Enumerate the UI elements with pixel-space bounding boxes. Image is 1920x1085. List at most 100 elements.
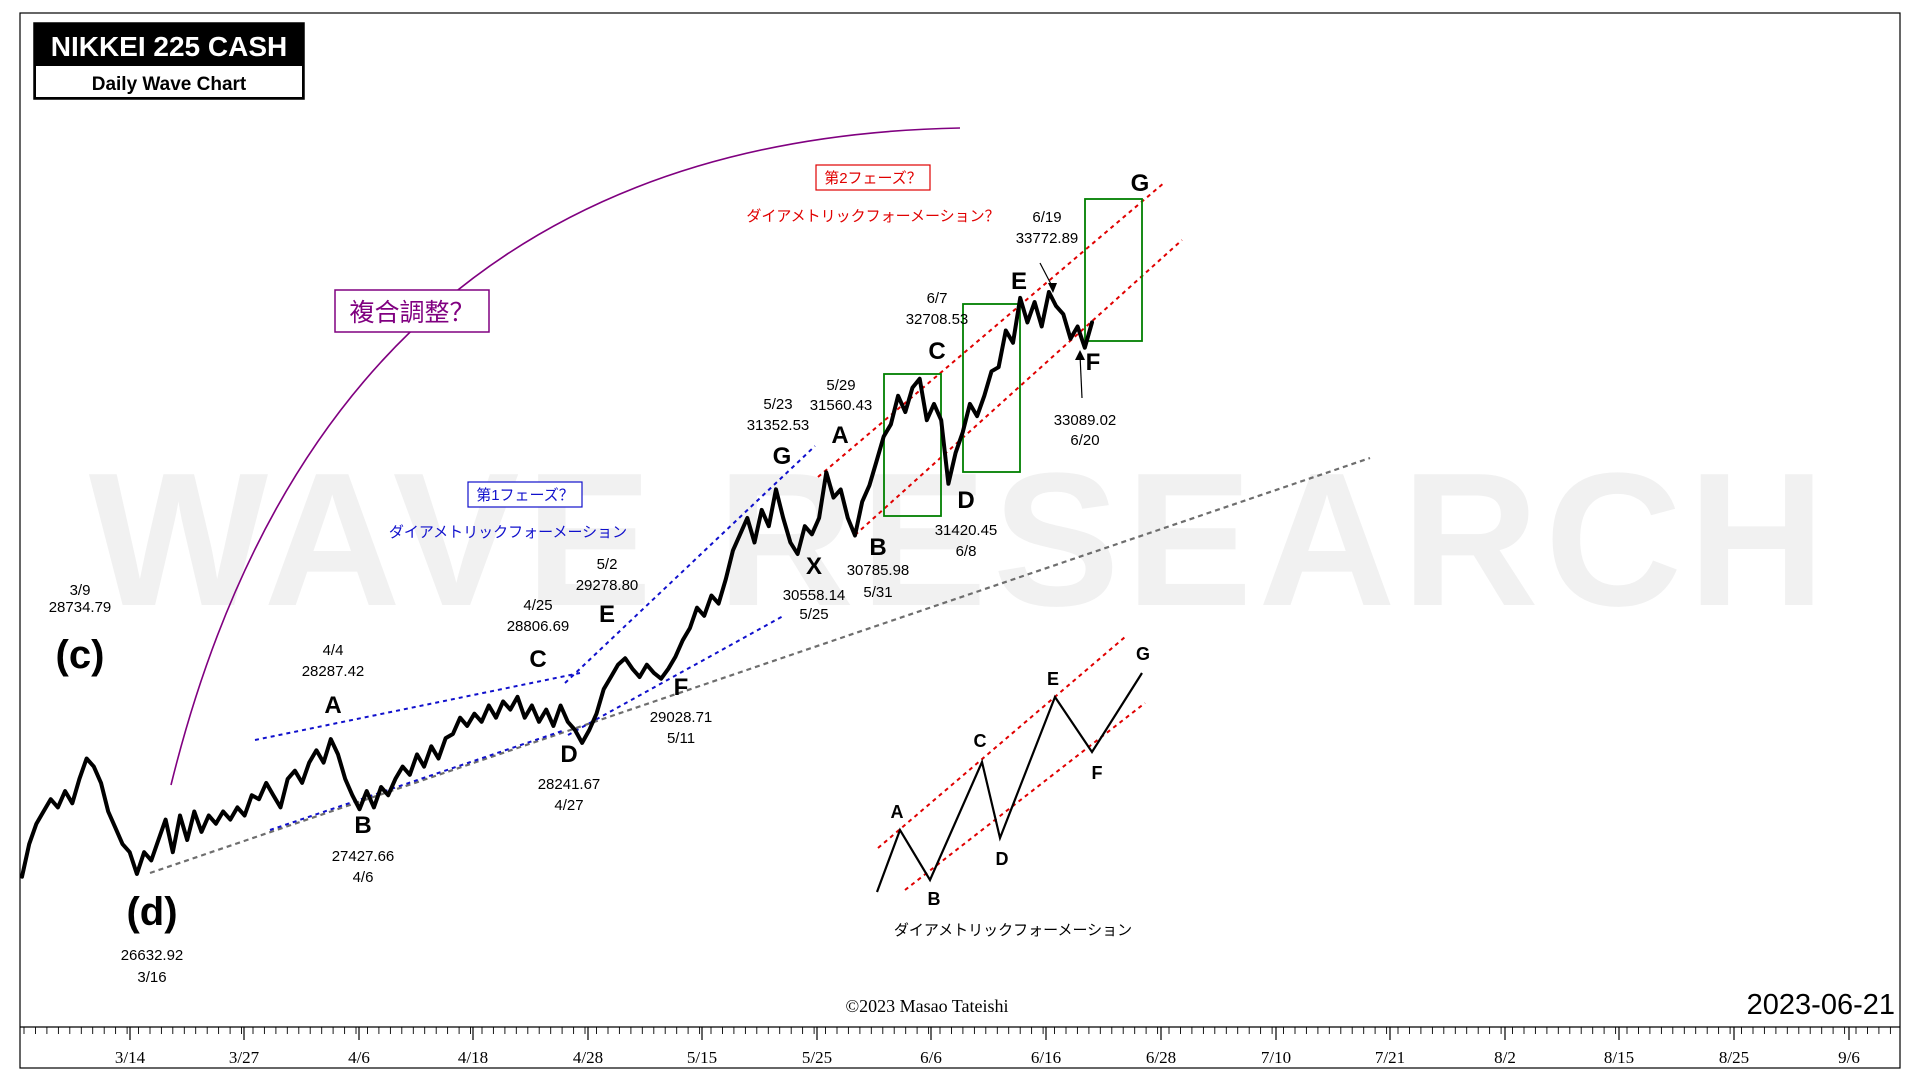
- x-tick-label: 4/28: [573, 1048, 603, 1067]
- phase1-wedge-upper: [564, 445, 816, 684]
- wave-point-info: 28241.67: [538, 776, 601, 793]
- wave-label: F: [674, 674, 689, 701]
- wave-point-info: 3/9: [70, 582, 91, 599]
- wave-point-info: 6/7: [927, 290, 948, 307]
- x-tick-label: 4/18: [458, 1048, 488, 1067]
- wave-label: C: [928, 338, 945, 365]
- watermark-text: WAVE RESEARCH: [89, 434, 1831, 646]
- wave-point-info: 31420.45: [935, 522, 998, 539]
- wave-point-info: 33772.89: [1016, 230, 1079, 247]
- x-tick-label: 5/25: [802, 1048, 832, 1067]
- inset-label-a: A: [891, 802, 904, 822]
- wave-point-info: 27427.66: [332, 848, 395, 865]
- phase1-box: [467, 481, 583, 508]
- wave-label: A: [324, 692, 341, 719]
- wave-label: C: [529, 646, 546, 673]
- long-term-support-line: [149, 456, 1371, 875]
- plot-border: [19, 12, 1901, 1069]
- wave-box-fg: [1084, 198, 1143, 342]
- x-tick-label: 6/28: [1146, 1048, 1176, 1067]
- date-stamp: 2023-06-21: [1747, 989, 1895, 1021]
- inset-label-b: B: [928, 889, 941, 909]
- wave-label: E: [1011, 268, 1027, 295]
- x-tick-label: 8/25: [1719, 1048, 1749, 1067]
- wave-point-info: 28806.69: [507, 618, 570, 635]
- x-tick-label: 9/6: [1838, 1048, 1860, 1067]
- wave-point-info: 31352.53: [747, 417, 810, 434]
- inset-diagram: A B C D E F G ダイアメトリックフォーメーション: [875, 636, 1150, 939]
- x-tick-label: 4/6: [348, 1048, 370, 1067]
- chart-subtitle: Daily Wave Chart: [92, 74, 247, 95]
- phase1-lower-line: [269, 729, 566, 831]
- inset-label-e: E: [1047, 669, 1059, 689]
- complex-correction-label: 複合調整？: [349, 299, 474, 327]
- x-tick-label: 5/15: [687, 1048, 717, 1067]
- wave-label: (c): [56, 633, 105, 677]
- wave-point-info: 29278.80: [576, 577, 639, 594]
- phase2-label: 第2フェーズ？: [824, 169, 922, 187]
- wave-point-info: 4/6: [353, 869, 374, 886]
- wave-point-info: 30558.14: [783, 587, 846, 604]
- phase1-label: 第1フェーズ？: [476, 486, 574, 504]
- x-tick-label: 3/27: [229, 1048, 260, 1067]
- phase2-sub-label: ダイアメトリックフォーメーション？: [746, 208, 999, 225]
- inset-caption: ダイアメトリックフォーメーション: [894, 922, 1132, 939]
- wave-label: (d): [126, 890, 177, 934]
- x-tick-label: 8/15: [1604, 1048, 1634, 1067]
- x-axis-minor-ticks: [23, 1027, 1891, 1034]
- inset-wave-line: [875, 672, 1143, 893]
- wave-point-info: 4/27: [554, 797, 583, 814]
- wave-label: E: [599, 601, 615, 628]
- x-tick-label: 7/21: [1375, 1048, 1405, 1067]
- wave-label: G: [773, 443, 792, 470]
- annotation-arrows: [1039, 262, 1085, 399]
- wave-label: D: [560, 741, 577, 768]
- wave-point-info: 5/29: [826, 377, 855, 394]
- x-axis-ticks: 3/14 3/27 4/6 4/18 4/28 5/15 5/25 6/6 6/16 6/28 7/…: [115, 1027, 1860, 1067]
- wave-label: D: [957, 487, 974, 514]
- phase1-wedge-lower: [567, 614, 786, 736]
- wave-point-info: 29028.71: [650, 709, 713, 726]
- phase2-upper-line: [817, 181, 1166, 478]
- chart-title: NIKKEI 225 CASH: [51, 31, 288, 62]
- wave-point-info: 33089.02: [1054, 412, 1117, 429]
- complex-correction-box: [334, 289, 490, 333]
- title-box: NIKKEI 225 CASH Daily Wave Chart: [33, 22, 305, 100]
- phase2-box: [815, 164, 931, 191]
- inset-label-g: G: [1136, 644, 1150, 664]
- x-tick-label: 6/6: [920, 1048, 942, 1067]
- wave-label: F: [1086, 349, 1101, 376]
- wave-point-info: 26632.92: [121, 947, 184, 964]
- wave-point-info: 4/25: [523, 597, 552, 614]
- wave-point-info: 28734.79: [49, 599, 112, 616]
- wave-point-info: 30785.98: [847, 562, 910, 579]
- x-tick-label: 3/14: [115, 1048, 146, 1067]
- wave-point-info: 5/11: [667, 730, 695, 747]
- wave-label: B: [869, 534, 886, 561]
- wave-box-bc: [883, 373, 942, 517]
- wave-point-info: 31560.43: [810, 397, 873, 414]
- copyright-text: ©2023 Masao Tateishi: [845, 996, 1008, 1016]
- wave-label: G: [1131, 170, 1150, 197]
- x-tick-label: 6/16: [1031, 1048, 1061, 1067]
- x-tick-label: 8/2: [1494, 1048, 1516, 1067]
- wave-point-info: 6/19: [1032, 209, 1061, 226]
- wave-label: B: [354, 812, 371, 839]
- wave-point-info: 5/2: [597, 556, 618, 573]
- inset-label-c: C: [974, 731, 987, 751]
- inset-label-f: F: [1092, 763, 1103, 783]
- wave-point-info: 32708.53: [906, 311, 969, 328]
- price-series-line: [20, 290, 1094, 879]
- wave-point-info: 3/16: [137, 969, 166, 986]
- inset-upper-line: [877, 636, 1126, 849]
- wave-label: A: [831, 422, 848, 449]
- wave-point-info: 28287.42: [302, 663, 365, 680]
- wave-box-cd: [962, 303, 1021, 473]
- wave-point-info: 5/25: [799, 606, 828, 623]
- wave-label: X: [806, 553, 822, 580]
- inset-label-d: D: [996, 849, 1009, 869]
- wave-point-info: 6/8: [956, 543, 977, 560]
- wave-point-info: 5/23: [763, 396, 792, 413]
